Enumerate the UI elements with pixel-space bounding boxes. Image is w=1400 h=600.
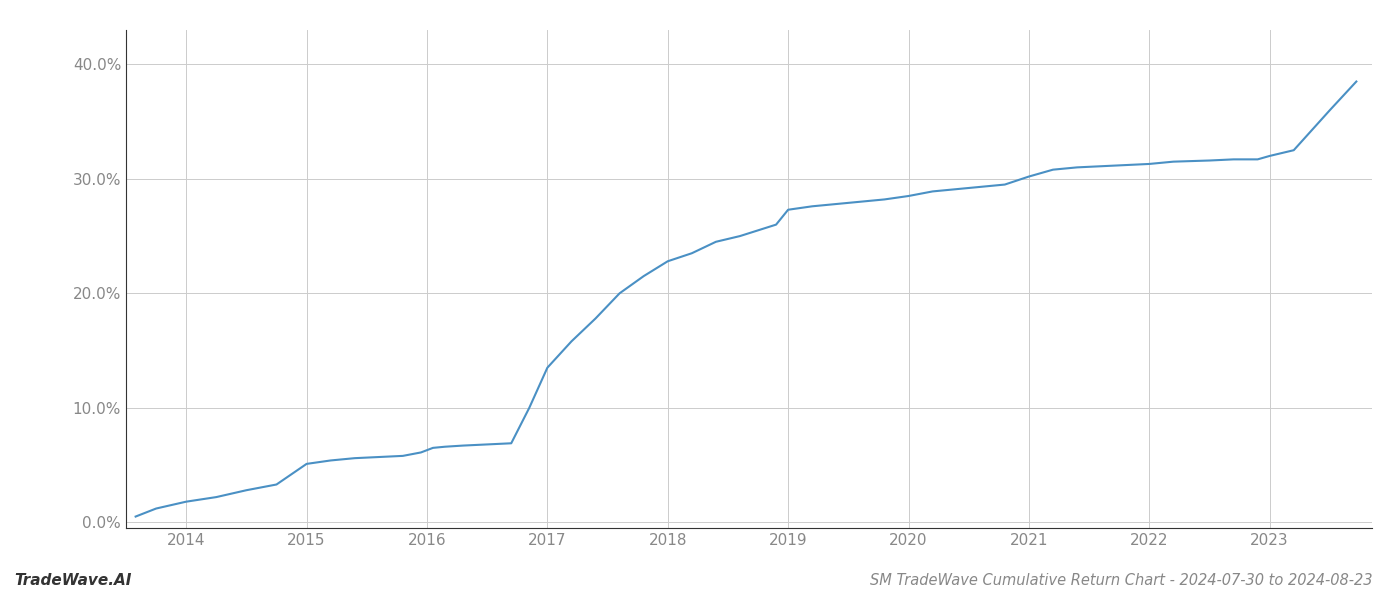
Text: SM TradeWave Cumulative Return Chart - 2024-07-30 to 2024-08-23: SM TradeWave Cumulative Return Chart - 2… bbox=[869, 573, 1372, 588]
Text: TradeWave.AI: TradeWave.AI bbox=[14, 573, 132, 588]
